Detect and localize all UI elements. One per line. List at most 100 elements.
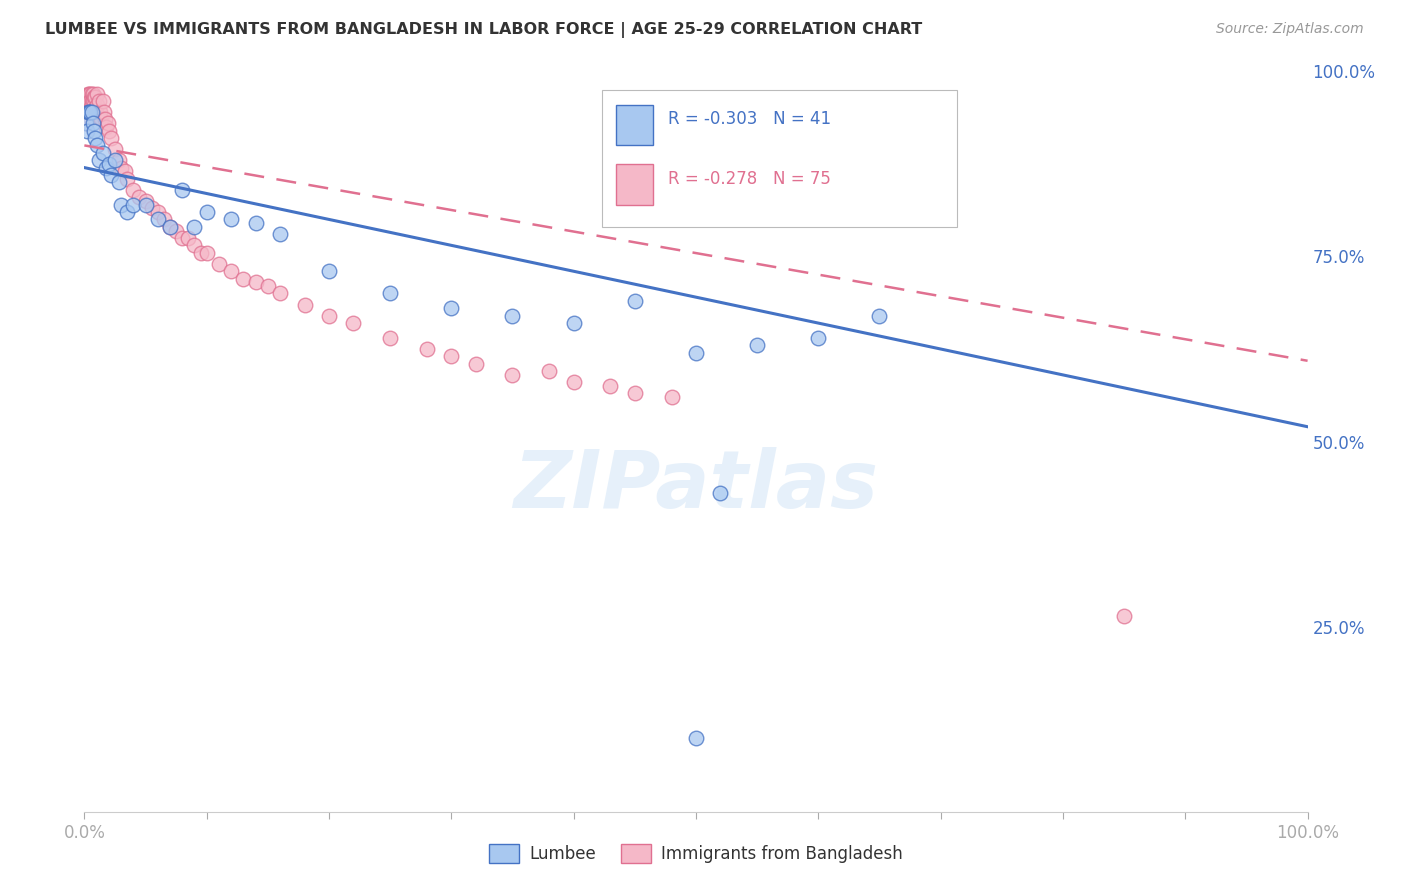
Point — [79, 87, 101, 101]
Point — [153, 212, 176, 227]
Point — [91, 145, 114, 160]
Point — [100, 131, 122, 145]
Point — [107, 175, 129, 190]
Point — [87, 153, 110, 168]
FancyBboxPatch shape — [616, 104, 654, 145]
Point — [624, 293, 647, 308]
Point — [195, 245, 218, 260]
Point — [77, 105, 100, 120]
Point — [562, 316, 585, 330]
Point — [380, 286, 402, 301]
Point — [219, 264, 242, 278]
Point — [146, 205, 169, 219]
Point — [538, 364, 561, 378]
Point — [1114, 608, 1136, 623]
Point — [135, 194, 157, 208]
Point — [84, 90, 107, 104]
Point — [115, 205, 138, 219]
Point — [107, 153, 129, 168]
Point — [77, 105, 100, 120]
Point — [318, 309, 340, 323]
Point — [122, 183, 145, 197]
Point — [219, 212, 242, 227]
Point — [269, 286, 291, 301]
Point — [87, 94, 110, 108]
Point — [110, 161, 132, 175]
Point — [82, 87, 104, 101]
Point — [502, 368, 524, 382]
Point — [115, 171, 138, 186]
Point — [128, 190, 150, 204]
Point — [96, 120, 118, 134]
Point — [709, 486, 731, 500]
Point — [82, 105, 104, 120]
Point — [110, 197, 132, 211]
Point — [80, 105, 103, 120]
Point — [624, 386, 647, 401]
Point — [75, 116, 97, 130]
Point — [96, 161, 118, 175]
Legend: Lumbee, Immigrants from Bangladesh: Lumbee, Immigrants from Bangladesh — [482, 838, 910, 870]
Point — [77, 87, 100, 101]
Point — [104, 142, 127, 156]
Point — [165, 223, 187, 237]
Point — [80, 97, 103, 112]
Point — [77, 94, 100, 108]
Point — [440, 301, 463, 316]
Point — [89, 105, 111, 120]
Point — [159, 219, 181, 234]
Point — [208, 257, 231, 271]
Point — [599, 379, 621, 393]
Point — [86, 138, 108, 153]
Point — [114, 164, 136, 178]
Text: R = -0.303   N = 41: R = -0.303 N = 41 — [668, 111, 831, 128]
Point — [146, 212, 169, 227]
Text: LUMBEE VS IMMIGRANTS FROM BANGLADESH IN LABOR FORCE | AGE 25-29 CORRELATION CHAR: LUMBEE VS IMMIGRANTS FROM BANGLADESH IN … — [45, 22, 922, 38]
Point — [76, 123, 98, 137]
Point — [84, 131, 107, 145]
Text: Source: ZipAtlas.com: Source: ZipAtlas.com — [1216, 22, 1364, 37]
Text: R = -0.278   N = 75: R = -0.278 N = 75 — [668, 169, 831, 187]
Point — [172, 183, 194, 197]
Point — [190, 245, 212, 260]
Point — [82, 116, 104, 130]
Point — [135, 197, 157, 211]
Point — [75, 116, 97, 130]
Point — [80, 94, 103, 108]
Point — [257, 279, 280, 293]
FancyBboxPatch shape — [616, 164, 654, 204]
Point — [380, 331, 402, 345]
Point — [685, 731, 707, 745]
Point — [79, 94, 101, 108]
Text: ZIPatlas: ZIPatlas — [513, 447, 879, 525]
Point — [141, 202, 163, 216]
Point — [440, 350, 463, 364]
Point — [294, 297, 316, 311]
Point — [94, 112, 117, 127]
Point — [245, 216, 267, 230]
Point — [232, 271, 254, 285]
Point — [747, 338, 769, 352]
Point — [76, 97, 98, 112]
Point — [77, 94, 100, 108]
Point — [177, 231, 200, 245]
Point — [104, 153, 127, 168]
Point — [90, 112, 112, 127]
Point — [807, 331, 830, 345]
Point — [562, 376, 585, 390]
Point — [82, 94, 104, 108]
FancyBboxPatch shape — [602, 90, 956, 227]
Point — [83, 105, 105, 120]
Point — [195, 205, 218, 219]
Point — [342, 316, 364, 330]
Point — [416, 342, 439, 356]
Point — [76, 90, 98, 104]
Point — [77, 105, 100, 120]
Point — [97, 123, 120, 137]
Point — [661, 390, 683, 404]
Point — [75, 94, 97, 108]
Point — [86, 87, 108, 101]
Point — [97, 157, 120, 171]
Point — [77, 87, 100, 101]
Point — [245, 276, 267, 290]
